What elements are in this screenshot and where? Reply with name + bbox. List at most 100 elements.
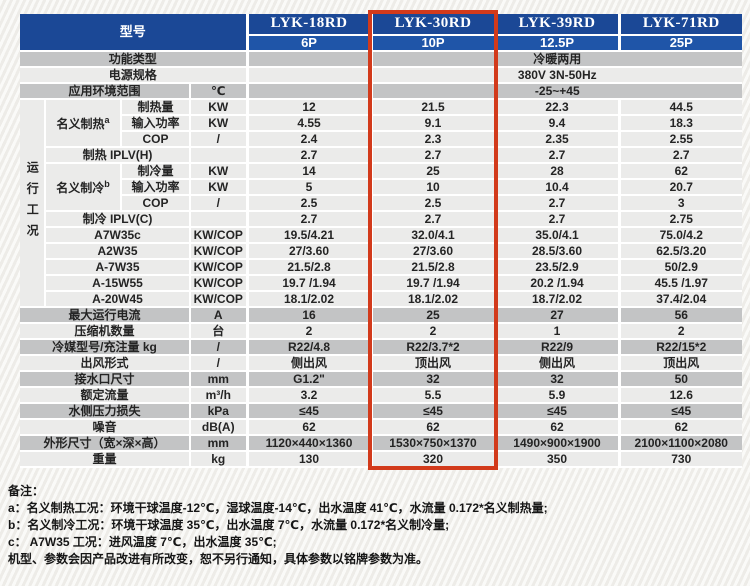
row-label: COP	[121, 195, 191, 212]
unit-cell: mm	[190, 371, 249, 388]
cell-value: 62	[245, 419, 372, 436]
unit-cell	[190, 147, 249, 164]
model-header-lyk18rd: LYK-18RD	[245, 14, 372, 36]
cell-value: 2.7	[245, 147, 372, 164]
row-label: A7W35c	[45, 227, 191, 244]
cell-value: 5.9	[493, 387, 620, 404]
cell-value: R22/4.8	[245, 339, 372, 356]
unit-cell: /	[190, 339, 249, 356]
row-label: 接水口尺寸	[20, 371, 191, 388]
row-label: 冷媒型号/充注量 kg	[20, 339, 191, 356]
cell-value: 2.7	[369, 211, 496, 228]
row-label: A-20W45	[45, 291, 191, 308]
cell-value: 18.1/2.02	[245, 291, 372, 308]
row-label: 电源规格	[20, 67, 249, 84]
row-label: 压缩机数量	[20, 323, 191, 340]
row-refrigerant: 冷媒型号/充注量 kg / R22/4.8 R22/3.7*2 R22/9 R2…	[20, 339, 743, 356]
cell-value: 3	[617, 195, 743, 212]
row-label: COP	[121, 131, 191, 148]
unit-cell: mm	[190, 435, 249, 452]
cell-value: 27/3.60	[369, 243, 496, 260]
cell-value: 5	[245, 179, 372, 196]
cell-value: 62	[369, 419, 496, 436]
cell-value: 35.0/4.1	[493, 227, 620, 244]
cell-value: 22.3	[493, 99, 620, 116]
row-cooling-input: 输入功率 KW 5 10 10.4 20.7	[20, 179, 743, 196]
unit-cell: m³/h	[190, 387, 249, 404]
unit-cell: KW/COP	[190, 227, 249, 244]
cell-value: 1490×900×1900	[493, 435, 620, 452]
cell-value: 27	[493, 307, 620, 324]
unit-cell: 台	[190, 323, 249, 340]
empty-cell	[245, 51, 372, 68]
unit-cell: KW	[190, 99, 249, 116]
hp-lyk30rd: 10P	[369, 35, 496, 52]
cell-value: 75.0/4.2	[617, 227, 743, 244]
unit-cell: KW	[190, 115, 249, 132]
cell-value: 62	[617, 163, 743, 180]
row-heating-input: 输入功率 KW 4.55 9.1 9.4 18.3	[20, 115, 743, 132]
row-rated-flow: 额定流量 m³/h 3.2 5.5 5.9 12.6	[20, 387, 743, 404]
row-a2w35: A2W35 KW/COP 27/3.60 27/3.60 28.5/3.60 6…	[20, 243, 743, 260]
row-air-outlet: 出风形式 / 侧出风 顶出风 侧出风 顶出风	[20, 355, 743, 372]
row-label: 输入功率	[121, 115, 191, 132]
row-water-connection: 接水口尺寸 mm G1.2" 32 32 50	[20, 371, 743, 388]
cell-value: ≤45	[617, 403, 743, 420]
row-heating-capacity: 运行工况 名义制热a 制热量 KW 12 21.5 22.3 44.5	[20, 99, 743, 308]
row-label: 制热 IPLV(H)	[45, 147, 191, 164]
cell-value: 18.3	[617, 115, 743, 132]
unit-cell: ℃	[190, 83, 249, 100]
row-noise: 噪音 dB(A) 62 62 62 62	[20, 419, 743, 436]
cell-value: 2.7	[493, 195, 620, 212]
cell-value: 25	[369, 163, 496, 180]
model-header-lyk39rd: LYK-39RD	[493, 14, 620, 36]
cell-value: ≤45	[245, 403, 372, 420]
row-a-7w35: A-7W35 KW/COP 21.5/2.8 21.5/2.8 23.5/2.9…	[20, 259, 743, 276]
row-label: 重量	[20, 451, 191, 468]
cell-value: 2.3	[369, 131, 496, 148]
row-label: 制冷量	[121, 163, 191, 180]
footnote-b: b：名义制冷工况：环境干球温度 35℃，出水温度 7℃，水流量 0.172*名义…	[8, 518, 450, 532]
row-label: A-7W35	[45, 259, 191, 276]
cell-value: R22/15*2	[617, 339, 743, 356]
spec-table: 型号 LYK-18RD LYK-30RD LYK-39RD LYK-71RD 6…	[20, 14, 743, 468]
cell-value: 19.5/4.21	[245, 227, 372, 244]
cell-value: 18.1/2.02	[369, 291, 496, 308]
cell-value: 2.7	[245, 211, 372, 228]
unit-cell	[190, 211, 249, 228]
cell-value: 2.7	[617, 147, 743, 164]
empty-cell	[245, 67, 372, 84]
cell-value: 14	[245, 163, 372, 180]
cell-value: 冷暖两用	[369, 51, 743, 68]
hp-lyk71rd: 25P	[617, 35, 743, 52]
cell-value: 9.4	[493, 115, 620, 132]
cell-value: 380V 3N-50Hz	[369, 67, 743, 84]
cell-value: 21.5/2.8	[369, 259, 496, 276]
cell-value: 2.5	[245, 195, 372, 212]
row-label: A-15W55	[45, 275, 191, 292]
cell-value: 顶出风	[617, 355, 743, 372]
unit-cell: dB(A)	[190, 419, 249, 436]
cell-value: R22/9	[493, 339, 620, 356]
cell-value: 16	[245, 307, 372, 324]
footnote-a: a：名义制热工况：环境干球温度-12℃，湿球温度-14℃，出水温度 41℃，水流…	[8, 501, 548, 515]
cell-value: 5.5	[369, 387, 496, 404]
row-label: 出风形式	[20, 355, 191, 372]
unit-cell: KW/COP	[190, 275, 249, 292]
row-label: 最大运行电流	[20, 307, 191, 324]
cell-value: 45.5 /1.97	[617, 275, 743, 292]
row-label: 制热量	[121, 99, 191, 116]
cell-value: 21.5	[369, 99, 496, 116]
cell-value: 37.4/2.04	[617, 291, 743, 308]
cell-value: 23.5/2.9	[493, 259, 620, 276]
cell-value: 20.7	[617, 179, 743, 196]
row-compressor-count: 压缩机数量 台 2 2 1 2	[20, 323, 743, 340]
cell-value: 2	[369, 323, 496, 340]
cell-value: 32	[369, 371, 496, 388]
cell-value: 2.4	[245, 131, 372, 148]
cell-value: 1530×750×1370	[369, 435, 496, 452]
empty-cell	[245, 83, 372, 100]
cell-value: 2.7	[369, 147, 496, 164]
cell-value: 62.5/3.20	[617, 243, 743, 260]
cell-value: 1120×440×1360	[245, 435, 372, 452]
